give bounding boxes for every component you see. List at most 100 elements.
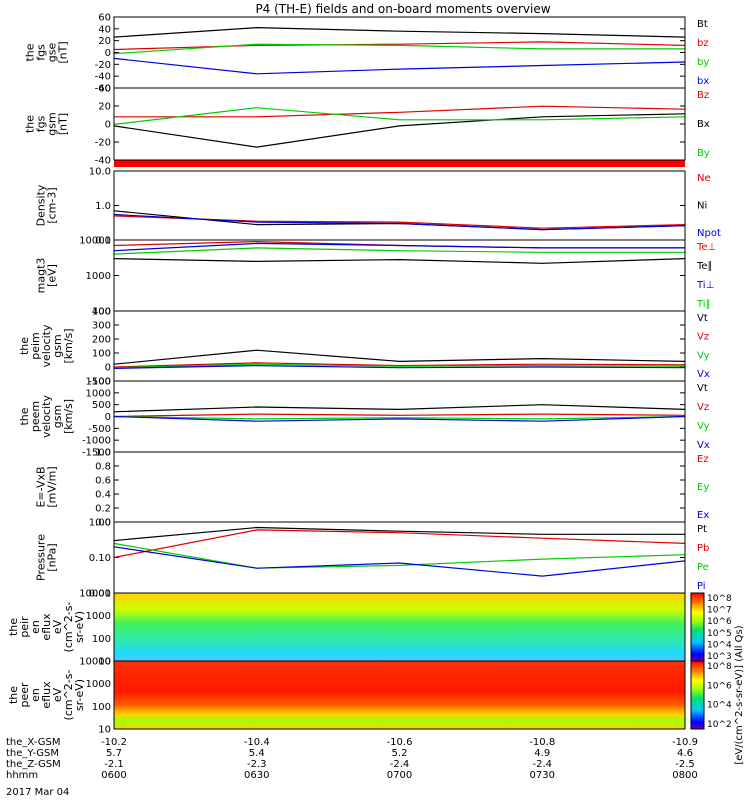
y-tick-label: 100 <box>92 307 111 318</box>
y-tick-label: 20 <box>98 36 111 47</box>
y-tick-label: -1000 <box>82 436 111 447</box>
legend-Pb: Pb <box>697 543 709 554</box>
y-tick-label: -100 <box>88 377 111 388</box>
legend-Vz: Vz <box>697 402 709 413</box>
y-axis-label-line: fgs <box>35 115 48 132</box>
colorbar-tick-label: 10^8 <box>707 662 732 672</box>
x-axis-row-label: the_X-GSM <box>6 737 60 748</box>
y-tick-label: 0.0 <box>95 518 111 529</box>
y-tick-label: 0 <box>105 363 111 374</box>
series-Bx-line <box>113 113 686 148</box>
panel-frame <box>113 170 686 241</box>
y-axis-label-line: peer <box>18 682 31 708</box>
x-axis-value: 5.2 <box>392 748 408 759</box>
y-axis-label-line: en <box>29 620 42 634</box>
y-axis-label-line: eflux <box>40 613 53 641</box>
y-tick-label: 10 <box>98 657 111 668</box>
y-axis-label: thepeirenefluxeV(cm^2-s-sr-eV) <box>7 602 86 653</box>
y-tick-label: 10 <box>98 725 111 736</box>
x-axis: the_X-GSM -10.2 -10.4 -10.6 -10.8 -10.9 the_Y-… <box>6 737 698 781</box>
legend-By: By <box>697 148 710 159</box>
x-axis-value: -2.4 <box>390 759 410 770</box>
x-axis-value: 0600 <box>101 770 126 781</box>
legend-bx: bx <box>697 76 709 87</box>
x-axis-value: -10.4 <box>244 737 270 748</box>
colorbar-electron-gradient <box>690 660 705 730</box>
y-tick-label: 1500 <box>86 377 111 388</box>
y-axis-label-line: E=-VxB <box>35 466 48 507</box>
x-axis-value: -2.3 <box>247 759 267 770</box>
y-axis-label-line: sr-eV) <box>73 611 86 643</box>
y-tick-label: 20 <box>98 102 111 113</box>
series-bx-line <box>113 57 686 75</box>
y-tick-label: 40 <box>98 24 111 35</box>
colorbar-ticks: 10^810^710^610^510^410^310^810^610^410^2 <box>707 594 732 730</box>
y-tick-label: 10.0 <box>89 167 111 178</box>
legend-Pi: Pi <box>697 581 706 592</box>
y-axis-label: thepeimvelocitygsm[km/s] <box>18 324 75 367</box>
y-tick-label: -60 <box>95 84 111 95</box>
legend-Vx: Vx <box>697 440 710 451</box>
y-axis-label: Density[cm-3] <box>35 184 59 226</box>
legend-Ey: Ey <box>697 482 709 493</box>
legend-Bt: Bt <box>697 19 708 30</box>
y-axis-label-line: eflux <box>40 681 53 709</box>
colorbar-tick-label: 10^8 <box>707 594 732 604</box>
y-axis-label-line: gsm <box>46 112 59 135</box>
legend-Ni: Ni <box>697 201 707 212</box>
y-axis-label-line: Pressure <box>35 534 48 581</box>
y-axis-label-line: sr-eV) <box>73 679 86 711</box>
y-axis-label-line: the <box>7 618 20 636</box>
y-axis-label-line: gse <box>46 43 59 63</box>
y-tick-label: -20 <box>95 60 111 71</box>
y-axis-label: E=-VxB[mV/m] <box>35 466 59 507</box>
series-Pi-line <box>113 546 686 577</box>
panel-2: 40 20 0 -20 -40 thefgsgsm[nT] Bz Bx By <box>24 84 710 167</box>
series-Pe-line <box>113 542 686 569</box>
y-axis-label-line: [km/s] <box>62 399 75 434</box>
colorbar-tick-label: 10^3 <box>707 652 732 662</box>
legend-Pt: Pt <box>697 524 707 535</box>
legend-Pe: Pe <box>697 562 709 573</box>
legend-Npot: Npot <box>697 228 721 239</box>
x-axis-value: 4.9 <box>534 748 550 759</box>
y-axis-label-line: magt3 <box>35 258 48 294</box>
y-axis-label: Pressure[nPa] <box>35 534 59 581</box>
date-label: 2017 Mar 04 <box>6 787 69 798</box>
y-axis-label-line: [cm-3] <box>46 187 59 223</box>
x-axis-value: -10.2 <box>101 737 127 748</box>
y-axis-label-line: [nT] <box>57 41 70 63</box>
legend-Vt: Vt <box>697 313 708 324</box>
colorbar-electron <box>690 660 705 730</box>
status-bar <box>114 160 685 167</box>
x-axis-value: 5.7 <box>106 748 122 759</box>
panel-frame <box>113 380 686 453</box>
y-tick-label: -500 <box>88 424 111 435</box>
y-tick-label: 1000 <box>86 611 111 622</box>
series-Vt-line <box>113 404 686 413</box>
y-tick-label: 10000 <box>79 657 111 668</box>
y-axis-label-line: [nT] <box>57 113 70 135</box>
x-axis-value: 4.6 <box>677 748 693 759</box>
y-tick-label: 0.8 <box>95 462 111 473</box>
y-tick-label: -1500 <box>82 448 111 459</box>
x-axis-value: -2.1 <box>104 759 124 770</box>
ion-spectrogram-fill <box>114 593 685 661</box>
x-axis-value: -2.4 <box>532 759 552 770</box>
legend-Vt: Vt <box>697 383 708 394</box>
x-axis-row-label: hhmm <box>6 770 38 781</box>
legend-by: by <box>697 57 709 68</box>
y-tick-label: 10000 <box>79 236 111 247</box>
legend-Bz: Bz <box>697 90 709 101</box>
y-axis-label-line: fgs <box>35 44 48 61</box>
series-Te∥-line <box>113 258 686 264</box>
colorbar-tick-label: 10^4 <box>707 640 732 650</box>
legend-Ex: Ex <box>697 510 709 521</box>
electron-spectrogram-frame <box>113 660 686 730</box>
y-tick-label: 500 <box>92 400 111 411</box>
series-Bt-line <box>113 26 686 38</box>
legend-Ti∥: Ti∥ <box>696 299 711 310</box>
x-axis-row-label: the_Z-GSM <box>6 759 61 770</box>
series-Vy-line <box>113 415 686 420</box>
